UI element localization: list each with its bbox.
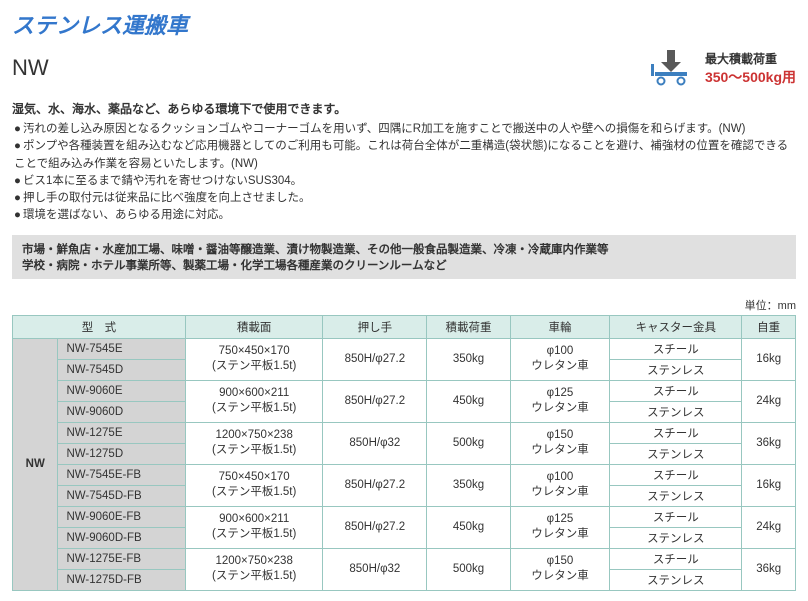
handle-cell: 850H/φ32 <box>323 422 427 464</box>
weight-cell: 36kg <box>742 422 796 464</box>
th-wheel: 車輪 <box>510 315 610 338</box>
bullet-item: 押し手の取付元は従来品に比べ強度を向上させました。 <box>14 190 796 207</box>
model-cell: NW-9060D-FB <box>58 527 185 548</box>
weight-cell: 36kg <box>742 548 796 590</box>
wheel-cell: φ100ウレタン車 <box>510 464 610 506</box>
deck-cell: 900×600×211(ステン平板1.5t) <box>185 506 323 548</box>
caster-cell: ステンレス <box>610 443 742 464</box>
handle-cell: 850H/φ32 <box>323 548 427 590</box>
subheading: 湿気、水、海水、薬品など、あらゆる環境下で使用できます。 <box>12 100 796 117</box>
handle-cell: 850H/φ27.2 <box>323 464 427 506</box>
bullet-item: 環境を選ばない、あらゆる用途に対応。 <box>14 207 796 224</box>
wheel-cell: φ125ウレタン車 <box>510 506 610 548</box>
weight-cell: 16kg <box>742 464 796 506</box>
load-label: 最大積載荷重 <box>705 50 796 67</box>
unit-label: 単位：mm <box>12 297 796 313</box>
capacity-cell: 450kg <box>427 380 510 422</box>
deck-cell: 1200×750×238(ステン平板1.5t) <box>185 422 323 464</box>
model-cell: NW-7545E-FB <box>58 464 185 485</box>
applications-line: 学校・病院・ホテル事業所等、製薬工場・化学工場各種産業のクリーンルームなど <box>22 257 786 273</box>
model-cell: NW-9060E <box>58 380 185 401</box>
model-cell: NW-7545E <box>58 338 185 359</box>
model-cell: NW-9060D <box>58 401 185 422</box>
th-handle: 押し手 <box>323 315 427 338</box>
wheel-cell: φ125ウレタン車 <box>510 380 610 422</box>
feature-bullets: 汚れの差し込み原因となるクッションゴムやコーナーゴムを用いず、四隅にR加工を施す… <box>12 121 796 225</box>
model-name: NW <box>12 55 49 81</box>
wheel-cell: φ100ウレタン車 <box>510 338 610 380</box>
applications-box: 市場・鮮魚店・水産加工場、味噌・醤油等醸造業、漬け物製造業、その他一般食品製造業… <box>12 235 796 279</box>
caster-cell: ステンレス <box>610 569 742 590</box>
weight-cell: 24kg <box>742 380 796 422</box>
deck-cell: 900×600×211(ステン平板1.5t) <box>185 380 323 422</box>
caster-cell: スチール <box>610 338 742 359</box>
handle-cell: 850H/φ27.2 <box>323 338 427 380</box>
bullet-item: ポンプや各種装置を組み込むなど応用機器としてのご利用も可能。これは荷台全体が二重… <box>14 138 796 173</box>
cart-icon <box>645 48 693 88</box>
applications-line: 市場・鮮魚店・水産加工場、味噌・醤油等醸造業、漬け物製造業、その他一般食品製造業… <box>22 241 786 257</box>
model-cell: NW-7545D <box>58 359 185 380</box>
load-range: 350〜500kg用 <box>705 67 796 87</box>
caster-cell: スチール <box>610 464 742 485</box>
series-cell: NW <box>13 338 58 590</box>
wheel-cell: φ150ウレタン車 <box>510 548 610 590</box>
handle-cell: 850H/φ27.2 <box>323 380 427 422</box>
caster-cell: スチール <box>610 422 742 443</box>
deck-cell: 750×450×170(ステン平板1.5t) <box>185 464 323 506</box>
caster-cell: ステンレス <box>610 401 742 422</box>
capacity-cell: 350kg <box>427 338 510 380</box>
model-cell: NW-1275E-FB <box>58 548 185 569</box>
model-cell: NW-9060E-FB <box>58 506 185 527</box>
model-cell: NW-7545D-FB <box>58 485 185 506</box>
th-deck: 積載面 <box>185 315 323 338</box>
th-weight: 自重 <box>742 315 796 338</box>
page-title: ステンレス運搬車 <box>12 8 796 40</box>
caster-cell: スチール <box>610 380 742 401</box>
bullet-item: 汚れの差し込み原因となるクッションゴムやコーナーゴムを用いず、四隅にR加工を施す… <box>14 121 796 138</box>
th-caster: キャスター金具 <box>610 315 742 338</box>
model-cell: NW-1275D <box>58 443 185 464</box>
deck-cell: 750×450×170(ステン平板1.5t) <box>185 338 323 380</box>
caster-cell: ステンレス <box>610 485 742 506</box>
caster-cell: ステンレス <box>610 359 742 380</box>
handle-cell: 850H/φ27.2 <box>323 506 427 548</box>
capacity-cell: 450kg <box>427 506 510 548</box>
caster-cell: スチール <box>610 506 742 527</box>
model-cell: NW-1275D-FB <box>58 569 185 590</box>
th-capacity: 積載荷重 <box>427 315 510 338</box>
spec-table: 型 式 積載面 押し手 積載荷重 車輪 キャスター金具 自重 NWNW-7545… <box>12 315 796 591</box>
deck-cell: 1200×750×238(ステン平板1.5t) <box>185 548 323 590</box>
caster-cell: ステンレス <box>610 527 742 548</box>
caster-cell: スチール <box>610 548 742 569</box>
capacity-cell: 350kg <box>427 464 510 506</box>
model-cell: NW-1275E <box>58 422 185 443</box>
bullet-item: ビス1本に至るまで錆や汚れを寄せつけないSUS304。 <box>14 173 796 190</box>
load-info: 最大積載荷重 350〜500kg用 <box>645 48 796 88</box>
header-row: NW 最大積載荷重 350〜500kg用 <box>12 48 796 88</box>
capacity-cell: 500kg <box>427 548 510 590</box>
wheel-cell: φ150ウレタン車 <box>510 422 610 464</box>
weight-cell: 16kg <box>742 338 796 380</box>
weight-cell: 24kg <box>742 506 796 548</box>
capacity-cell: 500kg <box>427 422 510 464</box>
th-model: 型 式 <box>13 315 186 338</box>
